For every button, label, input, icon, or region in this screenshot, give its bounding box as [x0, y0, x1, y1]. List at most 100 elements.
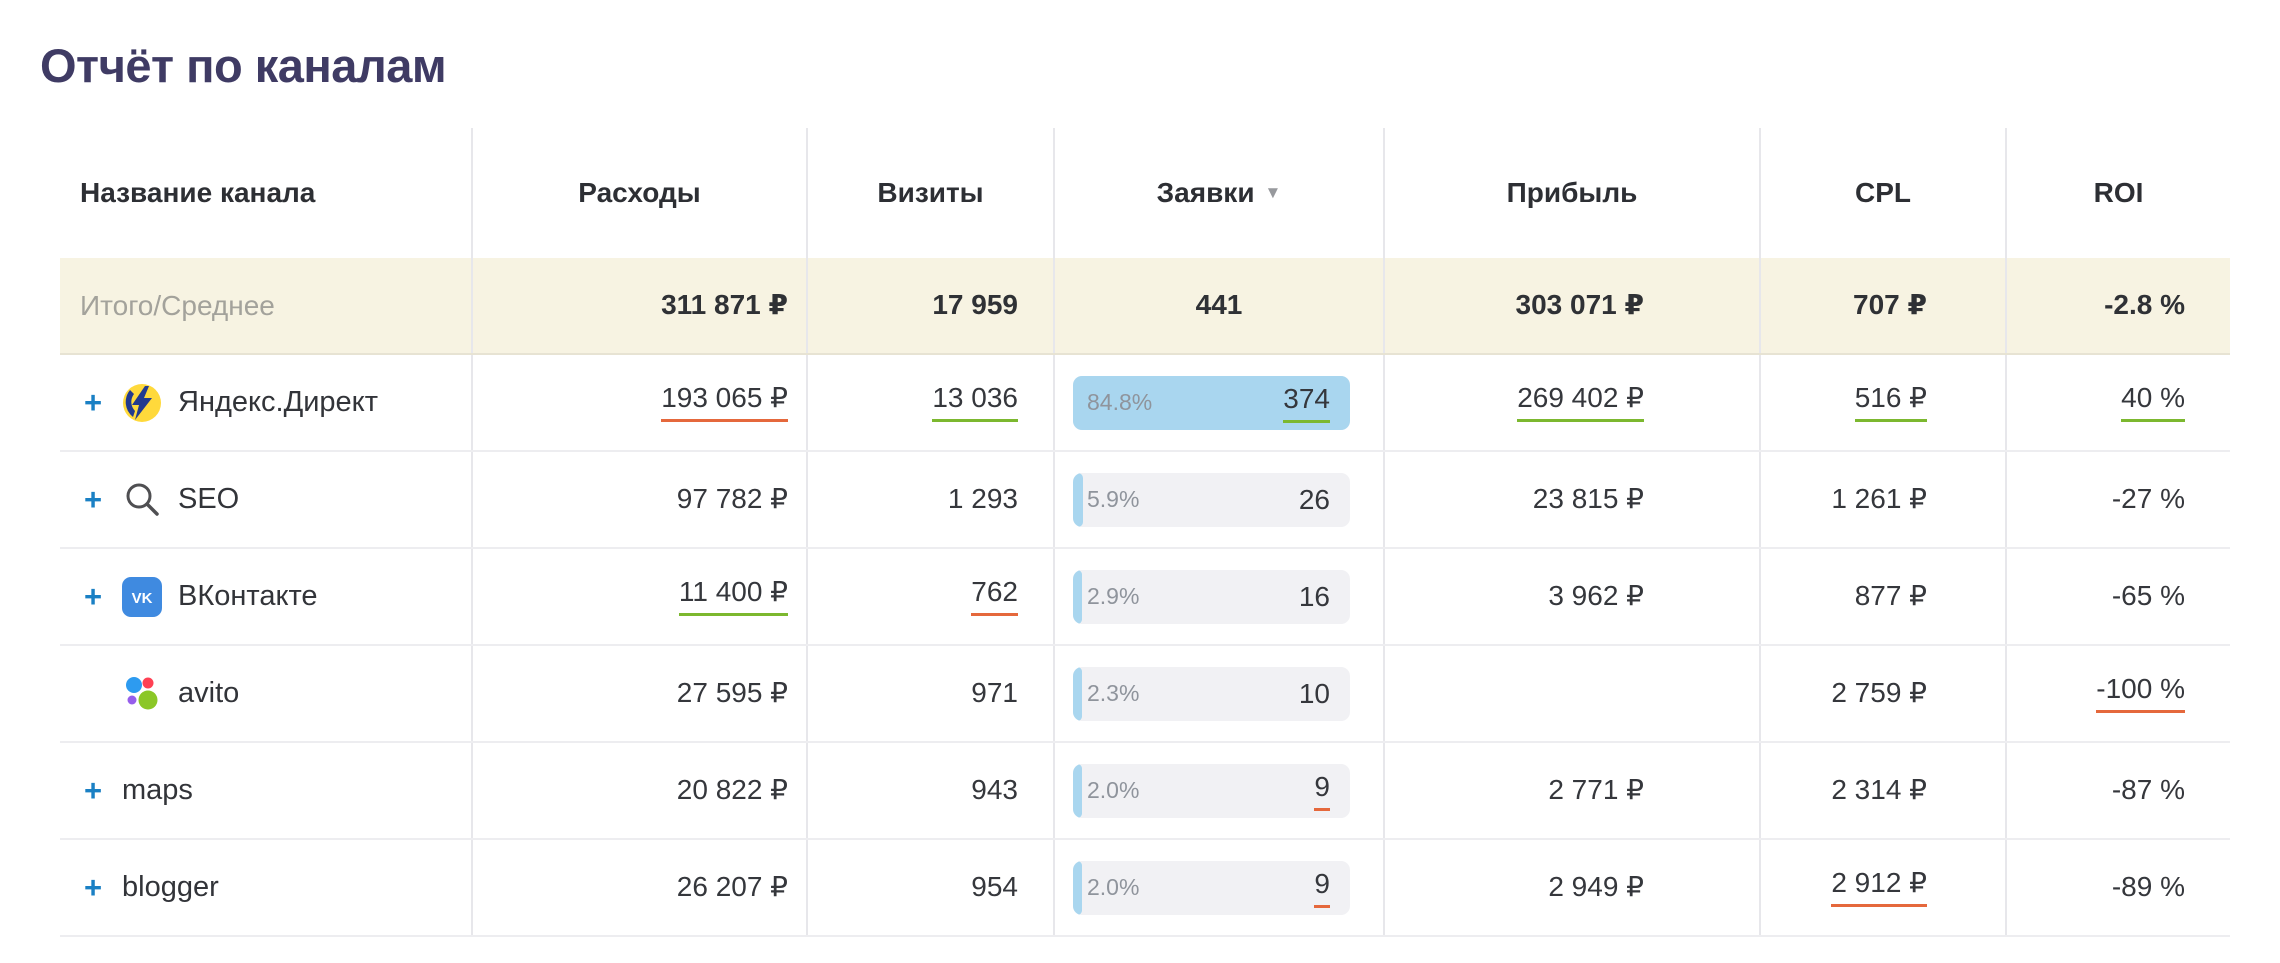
leads-share-percent: 2.0% [1087, 874, 1140, 900]
leads-count: 10 [1298, 677, 1330, 709]
totals-spend-value: 311 871 ₽ [661, 289, 788, 321]
visits-cell: 943 [808, 743, 1055, 838]
totals-row: Итого/Среднее 311 871 ₽ 17 959 441 303 0… [60, 258, 2230, 355]
spend-value: 26 207 ₽ [676, 871, 788, 903]
leads-count: 16 [1298, 580, 1330, 612]
totals-visits-cell: 17 959 [808, 258, 1055, 353]
visits-value[interactable]: 13 036 [932, 382, 1018, 422]
visits-value: 1 293 [947, 483, 1018, 515]
leads-cell: 2.0% 9 [1055, 743, 1385, 838]
leads-cell: 5.9% 26 [1055, 452, 1385, 547]
vk-icon: VK [122, 576, 162, 617]
cpl-cell: 2 314 ₽ [1761, 743, 2007, 838]
seo-icon [122, 480, 162, 520]
column-header-label: CPL [1855, 177, 1911, 208]
channel-label: Яндекс.Директ [178, 386, 378, 418]
visits-cell: 1 293 [808, 452, 1055, 547]
column-header-label: Расходы [578, 177, 701, 208]
roi-cell: -65 % [2007, 549, 2230, 644]
leads-count[interactable]: 374 [1283, 383, 1330, 423]
totals-cpl-value: 707 ₽ [1853, 289, 1927, 321]
profit-cell: 3 962 ₽ [1385, 549, 1761, 644]
column-header-visits[interactable]: Визиты [808, 128, 1055, 258]
leads-share-bar: 5.9% 26 [1073, 472, 1350, 527]
totals-leads-cell: 441 [1055, 258, 1385, 353]
leads-share-bar: 2.0% 9 [1073, 860, 1350, 915]
totals-name-cell: Итого/Среднее [60, 258, 473, 353]
channel-label: blogger [122, 871, 219, 903]
column-header-label: Визиты [877, 177, 984, 208]
leads-cell: 2.3% 10 [1055, 646, 1385, 741]
roi-value: -65 % [2111, 580, 2185, 612]
expand-plus-button[interactable]: + [83, 579, 103, 614]
visits-cell: 13 036 [808, 355, 1055, 450]
table-row: avito 27 595 ₽ 971 2.3% 10 2 759 ₽ -100 % [60, 646, 2230, 743]
column-header-cpl[interactable]: CPL [1761, 128, 2007, 258]
leads-share-bar-fill [1073, 569, 1082, 624]
leads-share-bar-fill [1073, 472, 1083, 527]
leads-cell: 2.0% 9 [1055, 840, 1385, 935]
column-header-profit[interactable]: Прибыль [1385, 128, 1761, 258]
svg-text:VK: VK [132, 590, 153, 607]
roi-value[interactable]: -100 % [2096, 673, 2185, 713]
column-header-leads[interactable]: Заявки ▼ [1055, 128, 1385, 258]
leads-share-bar-fill [1073, 763, 1082, 818]
leads-share-percent: 84.8% [1087, 389, 1153, 415]
leads-count: 26 [1298, 483, 1330, 515]
channel-label: SEO [178, 483, 240, 515]
spend-value[interactable]: 193 065 ₽ [661, 382, 788, 422]
column-header-spend[interactable]: Расходы [473, 128, 808, 258]
channel-label: ВКонтакте [178, 580, 318, 612]
visits-value[interactable]: 762 [971, 576, 1018, 616]
roi-cell: -89 % [2007, 840, 2230, 935]
column-header-roi[interactable]: ROI [2007, 128, 2230, 258]
roi-cell: -87 % [2007, 743, 2230, 838]
spend-value: 97 782 ₽ [676, 483, 788, 515]
expand-plus-button[interactable]: + [83, 385, 103, 420]
profit-cell: 269 402 ₽ [1385, 355, 1761, 450]
totals-profit-cell: 303 071 ₽ [1385, 258, 1761, 353]
cpl-value[interactable]: 2 912 ₽ [1831, 867, 1927, 907]
leads-share-percent: 2.9% [1087, 583, 1140, 609]
spend-value: 20 822 ₽ [676, 774, 788, 806]
leads-share-bar: 84.8% 374 [1073, 375, 1350, 430]
table-row: + maps 20 822 ₽ 943 2.0% 9 2 771 ₽ 2 314 ₽ -87 % [60, 743, 2230, 840]
roi-value: -27 % [2111, 483, 2185, 515]
cpl-value: 2 314 ₽ [1831, 774, 1927, 806]
spend-value[interactable]: 11 400 ₽ [678, 576, 788, 616]
totals-roi-value: -2.8 % [2104, 289, 2185, 321]
cpl-cell: 2 759 ₽ [1761, 646, 2007, 741]
expand-plus-button[interactable]: + [83, 773, 103, 808]
leads-share-percent: 5.9% [1087, 486, 1140, 512]
leads-count[interactable]: 9 [1314, 868, 1330, 908]
table-row: + SEO 97 782 ₽ 1 293 5.9% 26 23 815 ₽ 1 261 ₽ -2… [60, 452, 2230, 549]
roi-value: -89 % [2111, 871, 2185, 903]
profit-value: 23 815 ₽ [1532, 483, 1644, 515]
cpl-value[interactable]: 516 ₽ [1854, 382, 1927, 422]
expand-plus-button[interactable]: + [83, 482, 103, 517]
column-header-label: Заявки [1156, 177, 1255, 208]
spend-cell: 20 822 ₽ [473, 743, 808, 838]
channel-label: maps [122, 774, 193, 806]
table-row: + Яндекс.Директ 193 065 ₽ 13 036 84.8% 374 269… [60, 355, 2230, 452]
column-header-channel-name[interactable]: Название канала [60, 128, 473, 258]
yandex-direct-icon [122, 383, 162, 423]
spend-cell: 27 595 ₽ [473, 646, 808, 741]
totals-leads-value: 441 [1195, 289, 1243, 321]
totals-visits-value: 17 959 [932, 289, 1018, 321]
leads-cell: 2.9% 16 [1055, 549, 1385, 644]
roi-value[interactable]: 40 % [2121, 382, 2185, 422]
visits-value: 971 [971, 677, 1018, 709]
profit-cell: 2 949 ₽ [1385, 840, 1761, 935]
expand-plus-button[interactable]: + [83, 870, 103, 905]
visits-value: 954 [971, 871, 1018, 903]
cpl-cell: 1 261 ₽ [1761, 452, 2007, 547]
leads-count[interactable]: 9 [1314, 771, 1330, 811]
profit-cell: 23 815 ₽ [1385, 452, 1761, 547]
sort-desc-icon[interactable]: ▼ [1264, 183, 1282, 202]
profit-value[interactable]: 269 402 ₽ [1517, 382, 1644, 422]
profit-value: 3 962 ₽ [1548, 580, 1644, 612]
totals-roi-cell: -2.8 % [2007, 258, 2230, 353]
channel-name-cell: + maps [60, 743, 473, 838]
channel-name-cell: + VK ВКонтакте [60, 549, 473, 644]
